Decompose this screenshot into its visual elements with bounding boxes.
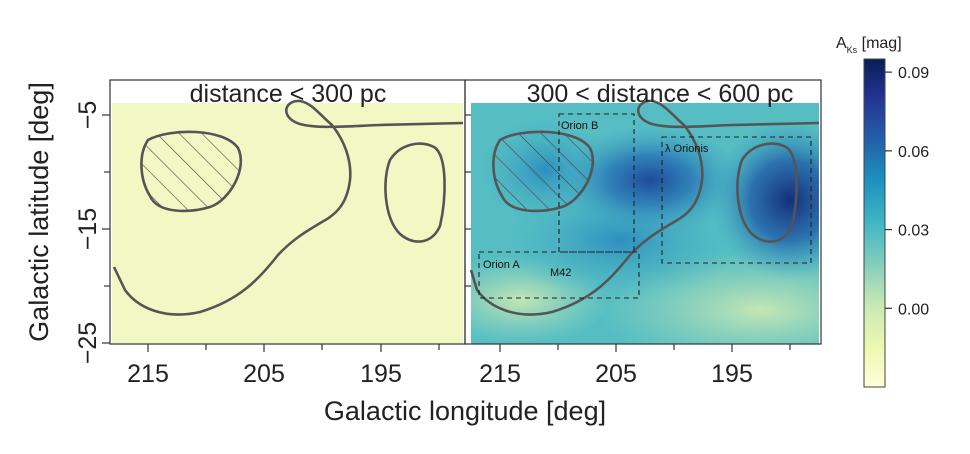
x-tick-label: 195 <box>360 360 402 388</box>
x-tick-label: 215 <box>127 360 169 388</box>
contour-hatched-near <box>140 130 243 213</box>
colorbar-tick-label: 0.00 <box>898 301 929 318</box>
x-axis-ticks <box>147 344 791 352</box>
contour-loop-near <box>384 142 446 243</box>
contour-hatched-far <box>492 130 595 213</box>
y-tick-label: −25 <box>74 322 102 364</box>
label-m42: M42 <box>550 267 571 279</box>
region-lambda-orionis <box>661 136 812 264</box>
y-tick-label: −5 <box>74 101 102 130</box>
x-tick-label: 205 <box>243 360 285 388</box>
contours-near <box>112 99 464 316</box>
colorbar-tick-label: 0.03 <box>898 223 929 240</box>
y-axis-label: Galactic latitude [deg] <box>24 82 54 342</box>
panel-near-title: distance < 300 pc <box>190 80 387 108</box>
x-tick-label: 205 <box>595 360 637 388</box>
colorbar-tick-label: 0.09 <box>898 65 929 82</box>
contours-far <box>469 99 820 316</box>
colorbar-title: AKs [mag] <box>836 35 902 55</box>
contour-boundary-far <box>469 99 820 316</box>
x-tick-label: 215 <box>479 360 521 388</box>
label-orion-a: Orion A <box>483 259 520 271</box>
x-axis-label: Galactic longitude [deg] <box>324 396 606 426</box>
region-boxes <box>478 113 812 299</box>
label-orion-b: Orion B <box>561 120 598 132</box>
region-orion-b <box>558 113 635 253</box>
x-tick-label: 195 <box>711 360 753 388</box>
colorbar-tick-label: 0.06 <box>898 144 929 161</box>
panel-far: Orion B λ Orionis Orion A M42 <box>464 79 822 345</box>
contour-loop-far <box>736 142 798 243</box>
colorbar-ticks: 0.09 0.06 0.03 0.00 <box>885 65 929 318</box>
panel-far-frame <box>464 79 822 345</box>
label-lambda-orionis: λ Orionis <box>665 143 709 155</box>
region-orion-a <box>478 251 640 299</box>
panel-far-title: 300 < distance < 600 pc <box>527 80 794 108</box>
y-axis-ticks <box>102 114 471 344</box>
colorbar-gradient <box>863 58 886 388</box>
panel-near <box>109 79 466 345</box>
colorbar: AKs [mag] 0.09 0.06 0.03 0.00 <box>836 35 929 388</box>
y-tick-label: −15 <box>74 208 102 250</box>
contour-boundary-near <box>112 99 464 316</box>
